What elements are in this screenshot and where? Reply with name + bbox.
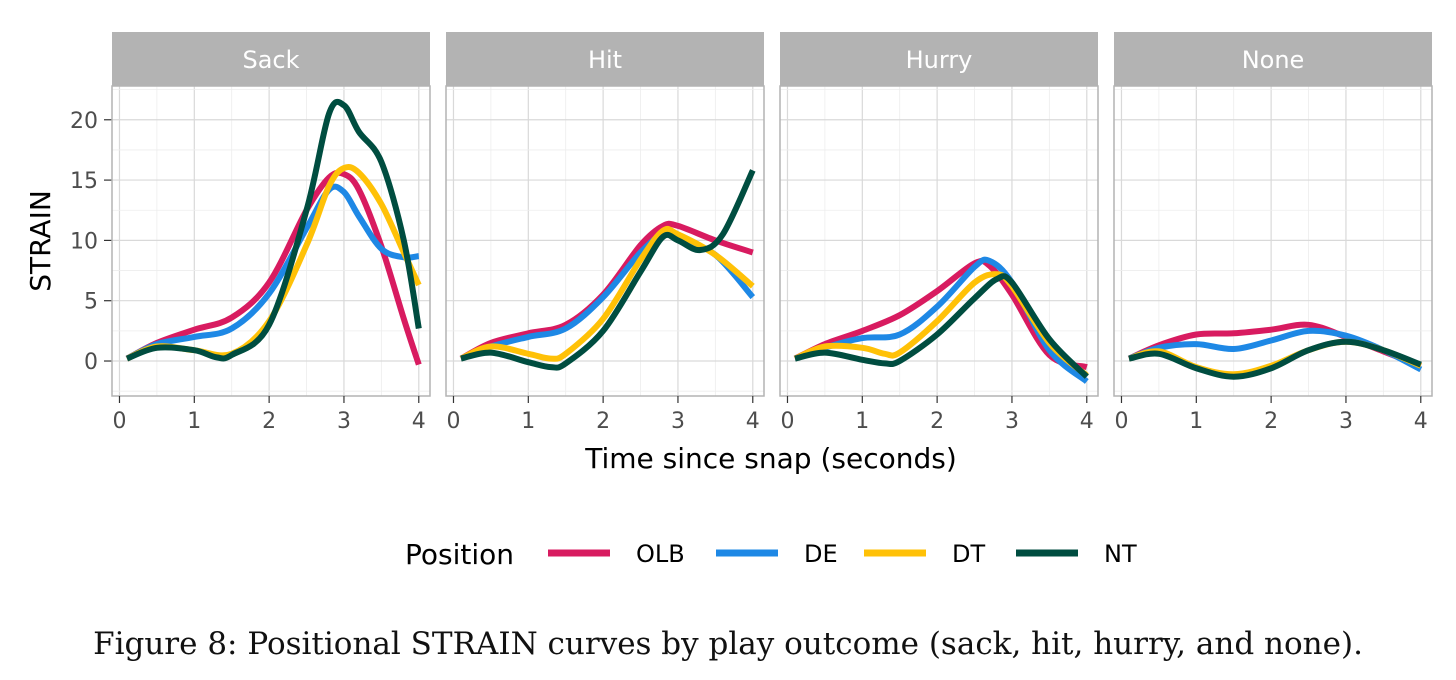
series-group	[459, 169, 756, 371]
y-tick-label: 20	[70, 109, 98, 134]
legend-label: DE	[804, 540, 838, 568]
x-tick-label: 0	[1114, 409, 1128, 434]
series-group	[125, 98, 422, 366]
x-tick-label: 1	[187, 409, 201, 434]
legend-label: NT	[1104, 540, 1137, 568]
panel-hit: Hit 0 1 2 3 4	[445, 32, 765, 434]
panel-sack: Sack 0 1 2 3 4	[111, 32, 431, 434]
panel-border	[1113, 85, 1433, 397]
panel-strip	[1114, 32, 1432, 86]
legend: Position OLB DE DT NT	[405, 538, 1137, 571]
panel-strip	[112, 32, 430, 86]
series-line-nt	[1128, 338, 1422, 380]
y-tick-label: 15	[70, 169, 98, 194]
panel-border	[779, 85, 1099, 397]
x-axis-title: Time since snap (seconds)	[584, 442, 957, 475]
series-line-nt	[125, 98, 422, 362]
legend-label: DT	[952, 540, 985, 568]
x-tick-label: 0	[780, 409, 794, 434]
x-tick-label: 2	[596, 409, 610, 434]
x-tick-label: 2	[262, 409, 276, 434]
panel-strip	[446, 32, 764, 86]
x-tick-label: 1	[521, 409, 535, 434]
y-axis-title: STRAIN	[24, 190, 57, 292]
panel-strip	[780, 32, 1098, 86]
x-tick-label: 1	[855, 409, 869, 434]
series-line-nt	[794, 273, 1089, 379]
panel-none: None 0 1 2 3 4	[1113, 32, 1433, 434]
panel-title: Sack	[242, 46, 299, 74]
y-tick-label: 10	[70, 229, 98, 254]
x-tick-label: 4	[1080, 409, 1094, 434]
x-tick-label: 0	[446, 409, 460, 434]
panel-title: None	[1242, 46, 1305, 74]
x-tick-label: 2	[1264, 409, 1278, 434]
legend-label: OLB	[636, 540, 685, 568]
x-tick-label: 3	[1339, 409, 1353, 434]
panel-title: Hit	[588, 46, 622, 74]
x-tick-label: 1	[1189, 409, 1203, 434]
panel-title: Hurry	[906, 46, 973, 74]
series-line-dt	[459, 225, 755, 362]
x-tick-label: 0	[112, 409, 126, 434]
x-tick-label: 3	[337, 409, 351, 434]
figure-caption: Figure 8: Positional STRAIN curves by pl…	[93, 626, 1363, 662]
y-axis: 0 5 10 15 20 STRAIN	[24, 109, 112, 375]
series-line-olb	[793, 257, 1088, 371]
legend-title: Position	[405, 538, 514, 571]
x-tick-label: 4	[746, 409, 760, 434]
series-line-olb	[125, 169, 422, 366]
x-tick-label: 4	[412, 409, 426, 434]
x-tick-label: 2	[930, 409, 944, 434]
x-tick-label: 3	[1005, 409, 1019, 434]
panel-border	[445, 85, 765, 397]
panel-hurry: Hurry 0 1 2 3 4	[779, 32, 1099, 434]
y-tick-label: 5	[84, 290, 98, 315]
x-tick-label: 4	[1414, 409, 1428, 434]
series-group	[1127, 321, 1423, 380]
series-line-dt	[125, 163, 422, 362]
x-tick-label: 3	[671, 409, 685, 434]
panel-border	[111, 85, 431, 397]
series-line-nt	[460, 169, 756, 371]
y-tick-label: 0	[84, 350, 98, 375]
series-group	[793, 256, 1089, 384]
